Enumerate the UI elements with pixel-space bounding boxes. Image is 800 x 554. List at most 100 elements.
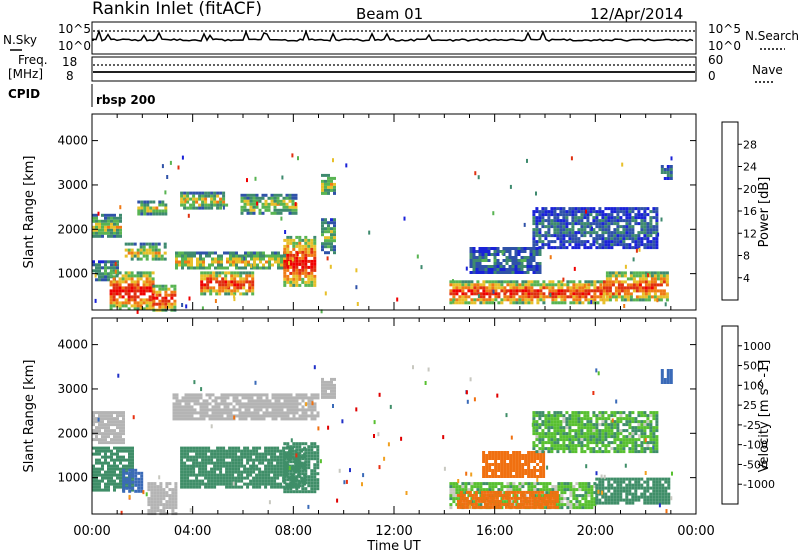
scatter-cell [480,490,484,494]
scatter-cell [646,237,650,241]
scatter-cell [149,206,153,210]
scatter-cell [514,256,518,259]
scatter-cell [118,304,122,308]
isolated-echo [623,304,626,308]
scatter-cell [528,493,532,497]
isolated-echo [570,156,573,161]
scatter-cell [598,234,602,238]
scatter-cell [285,208,289,212]
scatter-cell [232,396,236,400]
scatter-cell [557,301,561,305]
scatter-cell [298,393,302,397]
scatter-cell [637,480,641,484]
scatter-cell [107,470,110,474]
scatter-cell [219,461,223,465]
scatter-cell [324,236,327,240]
scatter-cell [271,402,275,406]
scatter-cell [180,479,184,483]
scatter-cell [304,256,308,260]
scatter-cell [577,237,581,241]
scatter-cell [184,405,188,409]
scatter-cell [535,268,539,271]
scatter-cell [669,171,673,174]
scatter-cell [511,268,515,271]
scatter-cell [101,260,104,264]
scatter-cell [629,271,633,275]
scatter-cell [498,493,502,497]
scatter-cell [578,298,582,302]
scatter-cell [655,216,659,220]
scatter-cell [286,277,290,281]
scatter-cell [665,277,669,281]
date-label: 12/Apr/2014 [590,5,683,23]
scatter-cell [607,225,611,229]
scatter-cell [292,238,296,242]
scatter-cell [541,441,545,445]
scatter-cell [656,274,660,278]
scatter-cell [521,463,525,466]
scatter-cell [127,286,131,290]
scatter-cell [629,274,633,278]
scatter-cell [541,438,545,442]
scatter-cell [637,240,641,244]
scatter-cell [235,393,239,397]
scatter-cell [592,207,596,211]
scatter-cell [259,396,263,400]
scatter-cell [512,485,516,489]
scatter-cell [534,496,538,500]
scatter-cell [497,286,501,290]
scatter-cell [136,304,140,308]
scatter-cell [506,451,510,454]
scatter-cell [289,283,293,287]
scatter-cell [213,452,217,456]
scatter-cell [578,500,582,504]
scatter-cell [119,411,122,415]
scatter-cell [151,245,155,249]
nsearch-label: N.Search [745,29,799,43]
scatter-cell [271,411,275,415]
scatter-cell [486,505,490,509]
scatter-cell [125,449,128,453]
scatter-cell [327,383,330,387]
scatter-cell [313,475,317,479]
scatter-cell [507,505,511,509]
scatter-cell [112,286,116,290]
scatter-cell [289,253,293,257]
scatter-cell [527,451,531,454]
scatter-cell [488,488,492,492]
scatter-cell [304,235,308,239]
scatter-cell [514,247,518,250]
scatter-cell [646,234,650,238]
scatter-cell [222,479,226,483]
scatter-cell [268,263,271,267]
scatter-cell [252,464,256,468]
scatter-cell [583,225,587,229]
scatter-cell [301,250,305,254]
scatter-cell [252,446,256,450]
scatter-cell [622,234,626,238]
scatter-cell [634,483,638,487]
scatter-cell [288,199,292,203]
scatter-cell [256,408,260,412]
scatter-cell [655,480,659,484]
scatter-cell [598,219,602,223]
scatter-cell [584,298,588,302]
isolated-echo [624,264,627,269]
scatter-cell [521,466,525,469]
scatter-cell [532,417,536,421]
scatter-cell [587,506,591,510]
scatter-cell [538,228,542,232]
scatter-cell [321,188,324,192]
scatter-cell [492,490,496,494]
scatter-cell [516,496,520,500]
scatter-cell [104,458,107,462]
scatter-cell [104,216,107,220]
scatter-cell [551,295,555,299]
scatter-cell [226,408,230,412]
scatter-cell [598,207,602,211]
scatter-cell [147,503,151,507]
scatter-cell [632,283,636,287]
scatter-cell [634,222,638,226]
scatter-cell [276,208,280,212]
scatter-cell [301,448,305,452]
